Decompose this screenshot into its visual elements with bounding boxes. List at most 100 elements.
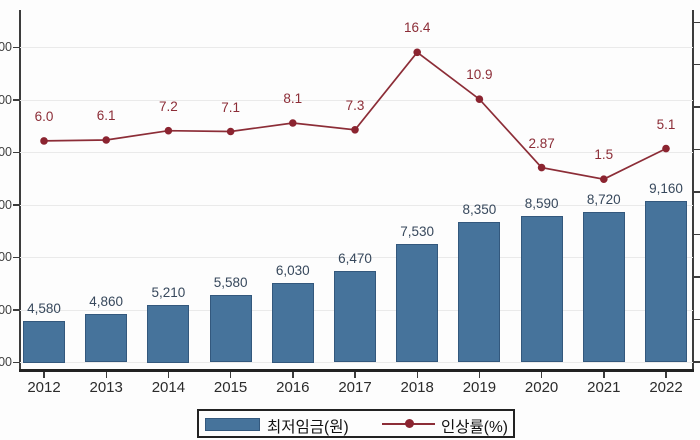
rate-value-label: 7.1 <box>221 99 240 115</box>
y-axis-left-tick-label: 00 <box>0 197 12 212</box>
rate-marker-2015 <box>226 127 235 136</box>
bar-2012 <box>23 321 65 363</box>
rate-value-label: 6.1 <box>96 108 116 123</box>
x-axis-tick <box>229 372 232 378</box>
x-axis-tick <box>665 372 667 378</box>
rate-value-label: 2.87 <box>528 135 555 151</box>
rate-line <box>43 51 667 181</box>
x-axis-year-label: 2020 <box>524 379 559 396</box>
y-axis-left-tick-label: 00 <box>0 40 12 54</box>
rate-marker-2020 <box>537 163 546 172</box>
y-axis-left-tick <box>13 309 20 311</box>
x-axis-line <box>19 369 694 372</box>
bar-2020 <box>520 215 563 363</box>
x-axis-tick <box>292 372 294 378</box>
y-axis-left-tick-label: 00 <box>0 355 12 369</box>
bar-2016 <box>271 283 314 363</box>
bar-2019 <box>458 222 501 363</box>
rate-value-label: 7.2 <box>159 98 178 114</box>
x-axis-tick <box>540 372 543 378</box>
y-axis-left-tick <box>13 256 20 258</box>
legend-line-marker-icon <box>405 419 414 428</box>
bar-value-label: 8,720 <box>586 192 621 208</box>
gridline <box>20 257 693 258</box>
bar-2014 <box>147 304 190 363</box>
x-axis-year-label: 2021 <box>587 379 621 396</box>
y-axis-left-line <box>19 10 21 372</box>
bar-value-label: 6,470 <box>338 251 372 267</box>
y-axis-left-tick <box>13 99 20 101</box>
rate-marker-2021 <box>600 175 608 183</box>
y-axis-right-tick <box>694 63 700 66</box>
bar-2021 <box>582 212 625 363</box>
y-axis-right-tick <box>694 106 700 108</box>
gridline <box>20 204 693 206</box>
x-axis-tick <box>43 372 45 378</box>
x-axis-year-label: 2019 <box>462 379 497 396</box>
y-axis-left-tick <box>13 151 20 153</box>
x-axis-year-label: 2012 <box>27 379 61 396</box>
legend-line-label: 인상률(%) <box>441 419 508 436</box>
x-axis-tick <box>354 372 356 378</box>
x-axis-year-label: 2017 <box>338 379 372 396</box>
x-axis-year-label: 2018 <box>400 379 434 396</box>
rate-value-label: 7.3 <box>345 97 365 113</box>
bar-2013 <box>85 313 128 363</box>
y-axis-right-tick <box>694 361 700 363</box>
gridline <box>20 362 693 363</box>
rate-marker-2014 <box>164 126 173 135</box>
y-axis-right-tick <box>694 148 700 151</box>
x-axis-tick <box>478 372 481 378</box>
y-axis-left-tick-label: 00 <box>0 145 12 159</box>
y-axis-right-tick <box>694 318 700 321</box>
bar-value-label: 4,580 <box>27 301 61 316</box>
y-axis-right-tick <box>694 233 700 236</box>
gridline <box>20 47 693 48</box>
rate-value-label: 8.1 <box>283 91 303 106</box>
bar-2022 <box>645 200 687 363</box>
legend-bar-label: 최저임금(원) <box>267 419 349 436</box>
bar-value-label: 6,030 <box>275 263 310 278</box>
legend: 최저임금(원) 인상률(%) <box>197 409 515 438</box>
x-axis-year-label: 2022 <box>649 379 683 396</box>
y-axis-left-tick <box>13 361 20 363</box>
bar-2015 <box>209 294 252 363</box>
rate-value-label: 5.1 <box>656 116 676 132</box>
y-axis-left-tick-label: 00 <box>0 250 12 264</box>
y-axis-right-tick <box>694 21 700 23</box>
x-axis-tick <box>416 372 418 378</box>
bar-2017 <box>334 271 376 363</box>
bar-value-label: 4,860 <box>89 293 124 309</box>
rate-value-label: 6.0 <box>34 108 54 124</box>
bar-value-label: 9,160 <box>649 180 683 196</box>
bar-value-label: 5,580 <box>213 274 248 290</box>
x-axis-tick <box>603 372 605 378</box>
y-axis-left-tick-label: 00 <box>0 302 12 317</box>
bar-value-label: 7,530 <box>400 223 435 239</box>
bar-value-label: 8,590 <box>524 195 559 211</box>
legend-bar-swatch <box>205 418 260 431</box>
x-axis-year-label: 2014 <box>151 379 186 396</box>
x-axis-year-label: 2013 <box>89 379 123 396</box>
bar-value-label: 5,210 <box>151 284 186 300</box>
y-axis-right-line <box>692 10 694 372</box>
rate-marker-2017 <box>351 126 359 134</box>
x-axis-tick <box>167 372 170 378</box>
rate-marker-2016 <box>289 119 297 127</box>
rate-value-label: 1.5 <box>594 147 614 163</box>
x-axis-year-label: 2016 <box>276 379 310 396</box>
rate-marker-2012 <box>40 137 48 145</box>
y-axis-left-tick-label: 00 <box>0 92 12 107</box>
bar-2018 <box>396 243 439 363</box>
rate-value-label: 16.4 <box>404 20 431 36</box>
y-axis-left-tick <box>13 204 20 206</box>
y-axis-left-tick <box>13 46 20 48</box>
y-axis-right-tick <box>694 191 700 193</box>
rate-marker-2013 <box>102 136 110 144</box>
bar-value-label: 8,350 <box>462 202 497 218</box>
x-axis-year-label: 2015 <box>213 379 248 396</box>
y-axis-right-tick <box>694 276 700 278</box>
rate-marker-2018 <box>413 48 422 57</box>
rate-value-label: 10.9 <box>466 67 493 83</box>
